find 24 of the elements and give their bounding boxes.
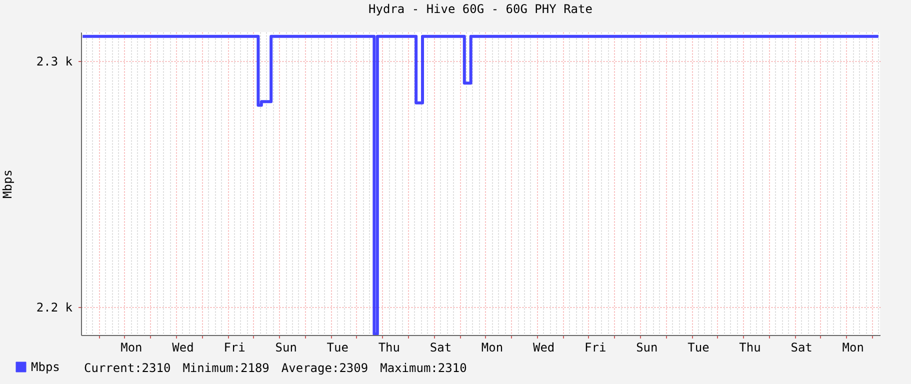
x-tick-label: Fri <box>224 340 246 354</box>
x-tick-label: Sat <box>430 340 452 354</box>
x-tick-label: Tue <box>326 340 348 354</box>
x-tick-label: Tue <box>688 340 710 354</box>
text: Minimum:2189 <box>182 361 270 375</box>
x-tick-label: Sun <box>275 340 297 354</box>
y-axis-title: Mbps <box>0 170 14 198</box>
x-tick-label: Mon <box>481 340 504 354</box>
x-tick-label: Thu <box>378 340 400 354</box>
x-tick-label: Wed <box>532 340 555 354</box>
x-tick-label: Mon <box>120 340 142 354</box>
x-tick-label: Thu <box>739 340 761 354</box>
x-tick-label: Mon <box>842 340 864 354</box>
x-tick-label: Fri <box>584 340 606 354</box>
chart-title: Hydra - Hive 60G - 60G PHY Rate <box>368 2 592 16</box>
text: Maximum:2310 <box>380 361 467 375</box>
text: Average:2309 <box>281 361 368 375</box>
text: Current:2310 <box>84 361 171 375</box>
legend-label: Mbps <box>31 360 60 374</box>
y-tick-label: 2.2 k <box>36 300 74 314</box>
x-tick-label: Sun <box>636 340 658 354</box>
y-tick-label: 2.3 k <box>36 54 74 69</box>
x-tick-label: Sat <box>790 340 812 354</box>
x-tick-label: Wed <box>172 340 194 354</box>
